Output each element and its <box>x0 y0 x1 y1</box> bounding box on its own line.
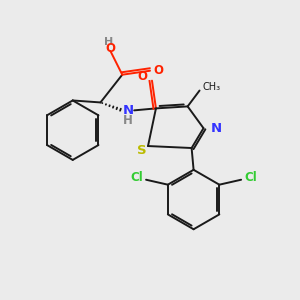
Text: N: N <box>123 104 134 117</box>
Text: CH₃: CH₃ <box>202 82 220 92</box>
Text: S: S <box>137 143 147 157</box>
Text: H: H <box>123 114 133 127</box>
Text: Cl: Cl <box>244 171 257 184</box>
Text: O: O <box>153 64 163 77</box>
Text: N: N <box>210 122 222 135</box>
Text: Cl: Cl <box>130 171 143 184</box>
Text: H: H <box>104 37 113 47</box>
Text: O: O <box>105 42 116 56</box>
Text: O: O <box>137 70 147 83</box>
